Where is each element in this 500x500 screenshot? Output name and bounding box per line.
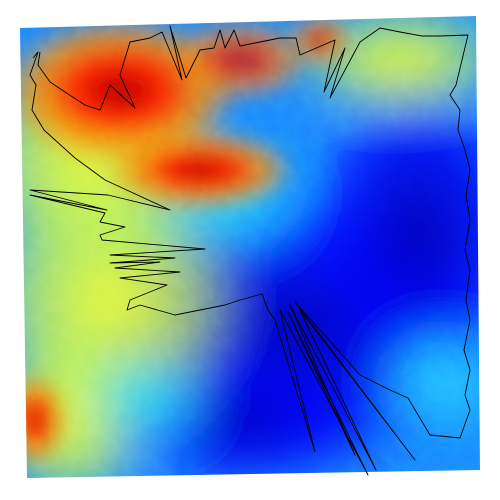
boundary-outline [29, 25, 471, 476]
